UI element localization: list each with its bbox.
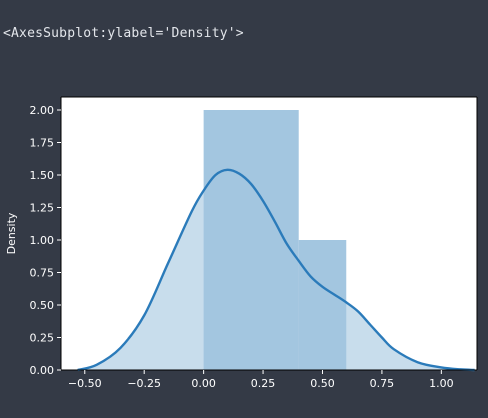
y-tick-label: 0.25	[30, 332, 55, 345]
y-axis-label: Density	[5, 212, 18, 254]
x-tick-label: −0.25	[127, 377, 161, 390]
x-tick-label: −0.50	[68, 377, 102, 390]
y-tick-label: 0.00	[30, 364, 55, 377]
y-tick-label: 0.75	[30, 267, 55, 280]
y-tick-label: 1.25	[30, 202, 55, 215]
y-tick-label: 1.00	[30, 234, 55, 247]
y-tick-label: 1.75	[30, 137, 55, 150]
x-tick-label: 1.00	[429, 377, 454, 390]
kde-layer	[77, 168, 475, 372]
x-tick-label: 0.25	[251, 377, 276, 390]
kde-line	[77, 168, 475, 372]
kde-fill-area	[77, 169, 475, 370]
axes-layer: 0.00 0.25 0.50 0.75 1.00 1.25 1.50 1.75 2.00 −0.5…	[30, 96, 478, 390]
x-tick-label: 0.75	[370, 377, 395, 390]
y-tick-label: 1.50	[30, 169, 55, 182]
x-tick-label: 0.00	[191, 377, 216, 390]
x-tick-label: 0.50	[310, 377, 335, 390]
y-tick-label: 2.00	[30, 104, 55, 117]
output-repr-text: <AxesSubplot:ylabel='Density'>	[3, 26, 244, 41]
y-tick-label: 0.50	[30, 299, 55, 312]
